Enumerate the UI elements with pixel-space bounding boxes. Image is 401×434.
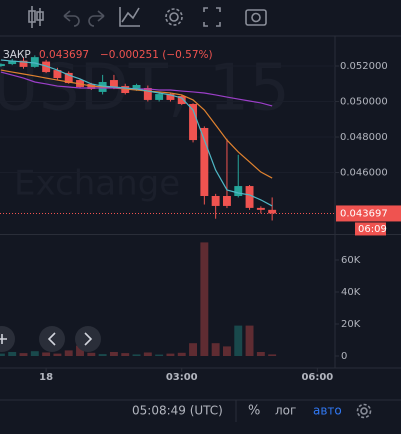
volume-bar <box>211 343 220 356</box>
indicators[interactable] <box>119 7 140 27</box>
candle-body <box>177 96 186 105</box>
candle-body <box>222 195 231 206</box>
volume-bar <box>143 352 152 356</box>
x-tick-label: 06:00 <box>301 372 333 383</box>
volume-bar <box>76 345 84 356</box>
volume-bar <box>189 343 197 356</box>
candle-body <box>234 186 243 196</box>
candle-body <box>121 86 130 94</box>
candle-body <box>53 70 62 79</box>
y-tick-label: 0 <box>341 351 347 362</box>
countdown-box <box>355 222 386 236</box>
volume-bar <box>166 353 175 356</box>
settings[interactable] <box>169 12 179 22</box>
candle-icon[interactable] <box>28 6 44 28</box>
candle-body <box>132 85 141 90</box>
volume-bar <box>222 346 231 356</box>
candle-body <box>211 195 220 206</box>
clock: 05:08:49 (UTC) <box>132 404 223 418</box>
y-tick-label: 0.050000 <box>340 97 388 108</box>
volume-bar <box>8 352 17 356</box>
undo[interactable] <box>63 10 80 27</box>
moving-average <box>0 69 273 179</box>
y-tick-label: 60K <box>341 255 361 266</box>
candle-body <box>268 209 277 214</box>
candle-body <box>166 94 175 100</box>
volume-bar <box>121 353 130 356</box>
candle-body <box>189 104 197 141</box>
volume-bar <box>98 354 107 356</box>
watermark: Exchange <box>14 164 180 204</box>
redo[interactable] <box>88 10 105 27</box>
volume-bar <box>132 354 141 356</box>
volume-bar <box>109 352 118 356</box>
toolbar <box>28 6 267 28</box>
settings-ring <box>165 8 183 26</box>
volume-bar <box>19 353 28 356</box>
lens <box>251 12 261 23</box>
scroll-left[interactable] <box>39 326 65 352</box>
candle-body <box>143 88 152 100</box>
legend-close: 0.043697 <box>39 49 89 61</box>
volume-bar <box>200 242 209 356</box>
candle-body <box>0 64 5 67</box>
last-price-label: 0.043697 <box>340 208 388 219</box>
percent-toggle[interactable]: % <box>248 404 260 419</box>
candle-body <box>109 80 118 89</box>
candle-body <box>42 61 51 73</box>
volume-bar <box>87 352 96 356</box>
candle-body <box>8 60 17 65</box>
candle-body <box>155 94 164 100</box>
scroll-buttons <box>0 326 101 352</box>
candle-body <box>19 60 28 67</box>
auto-toggle[interactable]: авто <box>313 404 342 418</box>
candle-body <box>30 57 39 67</box>
log-toggle[interactable]: лог <box>275 404 296 418</box>
y-tick-label: 0.046000 <box>340 168 388 179</box>
y-tick-label: 40K <box>341 287 361 298</box>
volume-bar <box>30 351 39 356</box>
volume-bar <box>42 352 51 356</box>
screenshot[interactable] <box>245 9 267 26</box>
volume-bar <box>155 354 164 356</box>
fullscreen[interactable] <box>203 7 221 27</box>
countdown: 06:09 <box>358 224 387 235</box>
zoom-button[interactable] <box>0 326 15 352</box>
x-tick-label: 18 <box>39 372 53 383</box>
volume-bar <box>245 325 254 356</box>
volume-bar <box>0 353 5 356</box>
scroll-right[interactable] <box>75 326 101 352</box>
volume-bar <box>64 350 73 356</box>
y-tick-label: 20K <box>341 319 361 330</box>
candle-body <box>64 72 73 84</box>
x-tick-label: 03:00 <box>166 372 198 383</box>
y-tick-label: 0.052000 <box>340 61 388 72</box>
volume-bar <box>53 353 62 356</box>
legend-label: ЗАКР <box>3 49 31 61</box>
y-tick-label: 0.048000 <box>340 132 388 143</box>
volume-bar <box>268 354 277 356</box>
volume-bar <box>256 352 265 356</box>
candle-body <box>256 207 265 210</box>
volume-bar <box>234 325 243 356</box>
candle-body <box>245 186 254 208</box>
last-price-box <box>336 205 401 222</box>
candle-body <box>200 127 209 196</box>
footer-settings[interactable] <box>356 403 372 419</box>
volume-bar <box>177 352 186 356</box>
moving-average <box>0 59 273 207</box>
legend-change: −0.000251 (−0.57%) <box>100 49 213 61</box>
